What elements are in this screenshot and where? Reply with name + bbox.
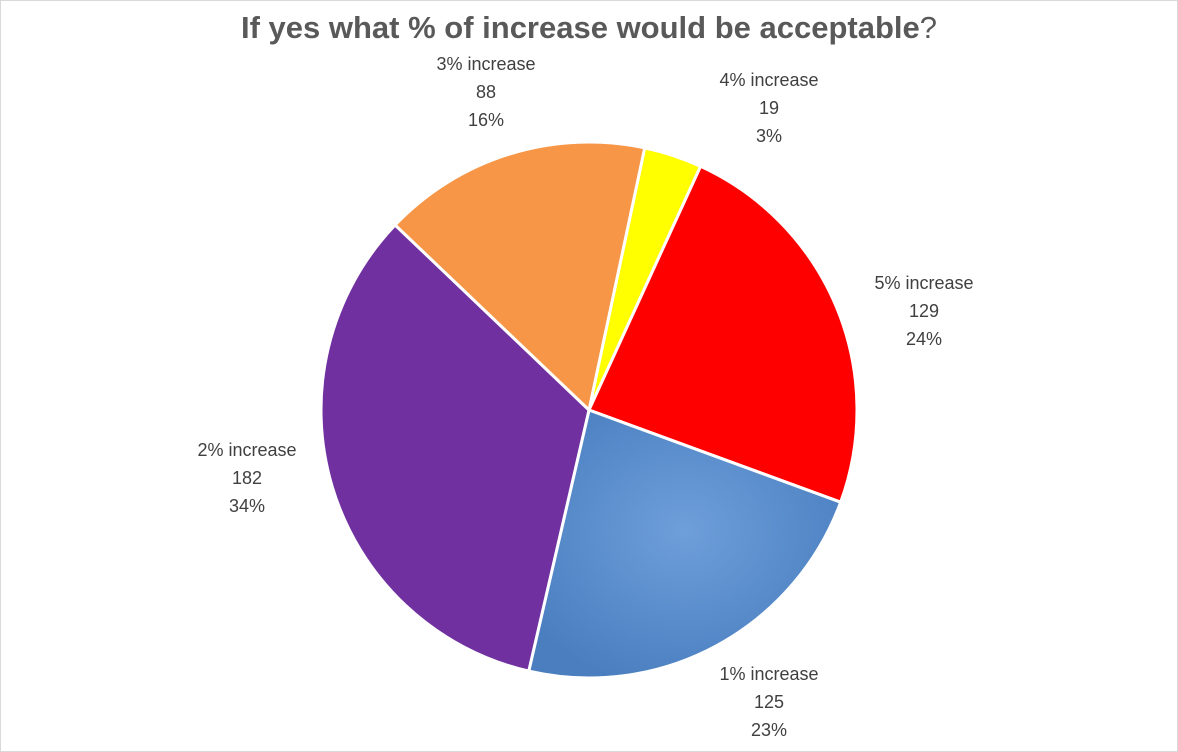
slice-label-name: 4% increase	[719, 70, 819, 90]
slice-label-percent: 3%	[755, 126, 782, 146]
slice-label: 3% increase 88 16%	[406, 50, 566, 134]
slice-label-percent: 24%	[905, 329, 943, 349]
slice-label-percent: 23%	[750, 720, 788, 740]
slice-label: 5% increase 129 24%	[844, 269, 1004, 353]
pie-slice-5-increase	[586, 164, 859, 505]
slice-label-value: 19	[758, 98, 780, 118]
slice-label-value: 125	[753, 692, 785, 712]
slice-label-value: 88	[475, 82, 497, 102]
pie-slice-2-increase	[319, 222, 591, 673]
slice-label-percent: 16%	[467, 110, 505, 130]
slice-label: 1% increase 125 23%	[689, 660, 849, 744]
pie-slice-1-increase	[526, 408, 843, 680]
slice-label-percent: 34%	[228, 496, 266, 516]
slice-label-value: 182	[231, 468, 263, 488]
slice-label-name: 2% increase	[197, 440, 297, 460]
chart-title: If yes what % of increase would be accep…	[240, 10, 938, 45]
slice-label-name: 1% increase	[719, 664, 819, 684]
slice-label-name: 3% increase	[436, 54, 536, 74]
pie-slice-3-increase	[392, 140, 647, 413]
slice-label-name: 5% increase	[874, 273, 974, 293]
slice-label: 2% increase 182 34%	[167, 436, 327, 520]
slice-label-value: 129	[908, 301, 940, 321]
slice-label: 4% increase 19 3%	[689, 66, 849, 150]
